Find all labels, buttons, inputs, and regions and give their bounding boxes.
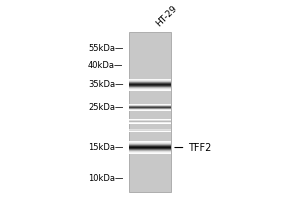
Text: TFF2: TFF2 (175, 143, 212, 153)
Text: 40kDa—: 40kDa— (88, 61, 124, 70)
Text: 35kDa—: 35kDa— (88, 80, 124, 89)
Bar (129, 32, 171, 192)
Text: 15kDa—: 15kDa— (88, 143, 124, 152)
Text: 25kDa—: 25kDa— (88, 103, 124, 112)
Text: HT-29: HT-29 (154, 3, 178, 28)
Text: 55kDa—: 55kDa— (88, 44, 124, 53)
Text: 10kDa—: 10kDa— (88, 174, 124, 183)
